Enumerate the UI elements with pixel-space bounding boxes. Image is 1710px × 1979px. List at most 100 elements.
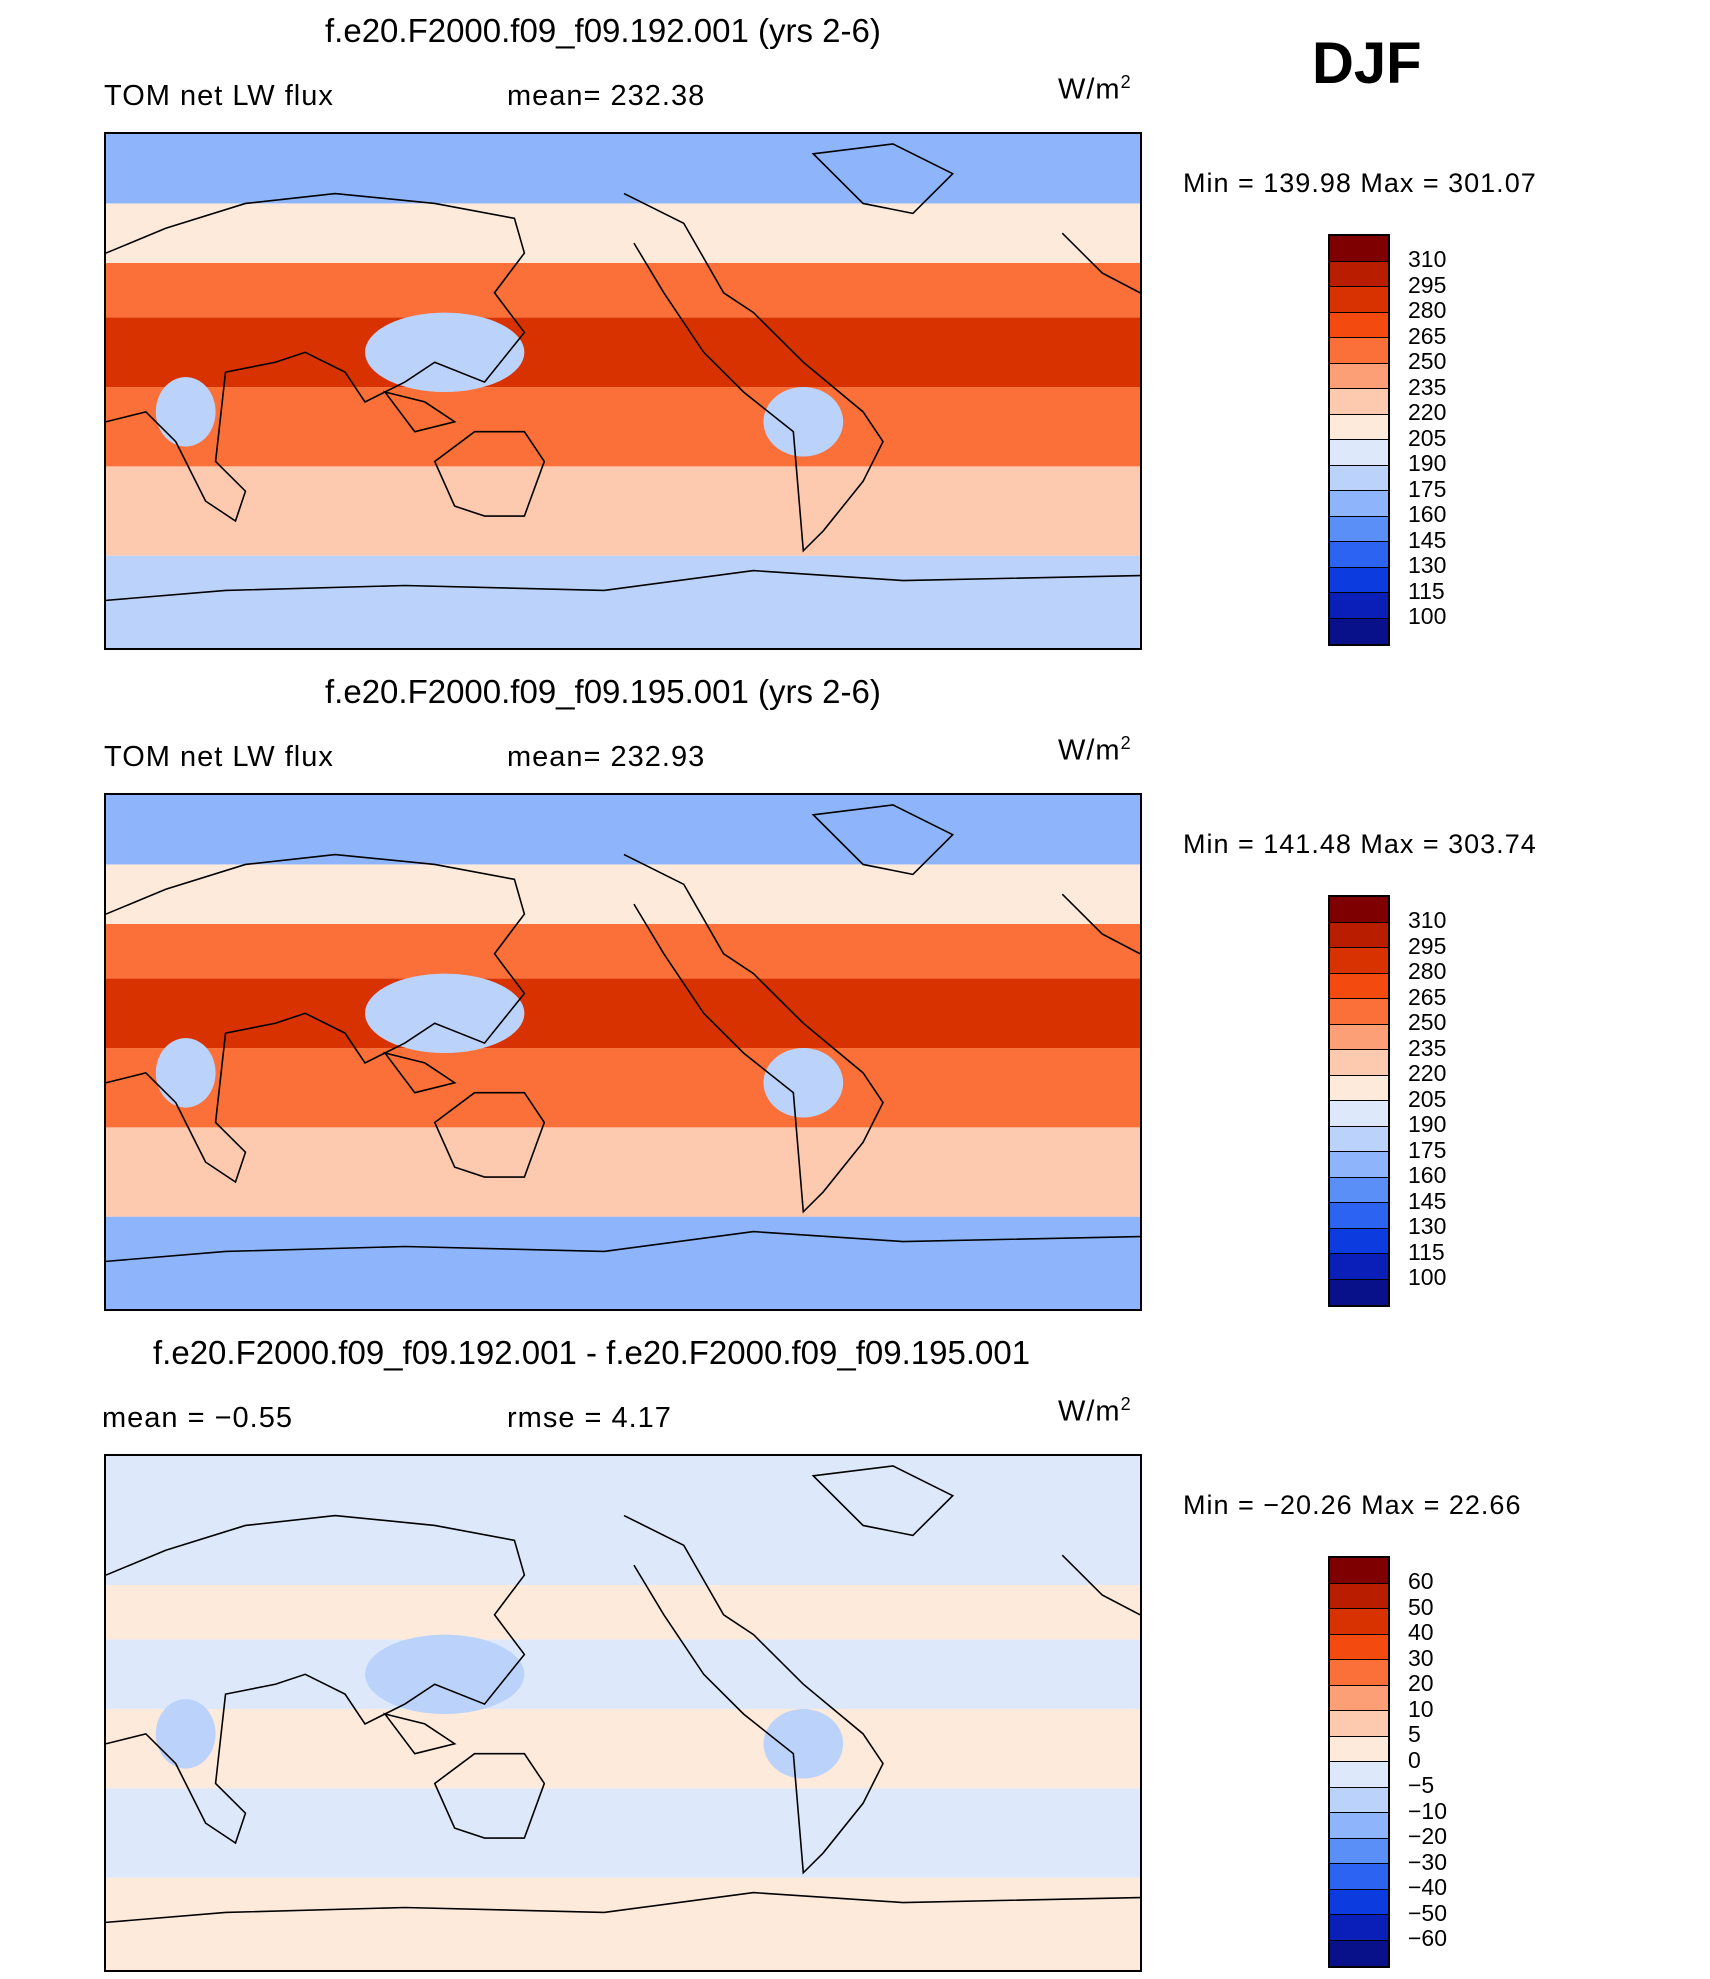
- colorbar-swatch: [1330, 1203, 1388, 1229]
- coastline: [1061, 1554, 1140, 1616]
- coastline: [433, 1752, 546, 1839]
- colorbar-swatch: [1330, 1685, 1388, 1711]
- colorbar-swatch: [1330, 1711, 1388, 1737]
- colorbar-swatch: [1330, 491, 1388, 517]
- colorbar-tick-label: −10: [1408, 1797, 1448, 1824]
- colorbar-tick-label: 100: [1408, 1264, 1447, 1290]
- contour-band: [106, 1709, 1140, 1789]
- contour-band: [106, 923, 1140, 979]
- coastline: [106, 1891, 1140, 1924]
- contour-band: [106, 795, 1140, 865]
- colorbar-swatch: [1330, 1864, 1388, 1890]
- colorbar-swatch: [1330, 1762, 1388, 1788]
- colorbar-swatch: [1330, 1558, 1388, 1584]
- panel-title: f.e20.F2000.f09_f09.192.001 (yrs 2-6): [325, 12, 881, 49]
- colorbar-swatch: [1330, 1940, 1388, 1966]
- colorbar-swatch: [1330, 1813, 1388, 1839]
- colorbar-swatch: [1330, 897, 1388, 923]
- colorbar-swatch: [1330, 1787, 1388, 1813]
- colorbar-tick-label: 160: [1408, 501, 1447, 527]
- convective-region: [364, 1634, 525, 1714]
- colorbar-tick-label: −40: [1408, 1874, 1448, 1900]
- colorbar-swatch: [1330, 999, 1388, 1025]
- contour-band: [106, 134, 1140, 204]
- colorbar-swatch: [1330, 1583, 1388, 1609]
- colorbar-swatch: [1330, 542, 1388, 568]
- contour-band: [106, 317, 1140, 388]
- colorbar-swatch: [1330, 1228, 1388, 1254]
- coastline: [1061, 893, 1140, 955]
- contour-band: [106, 1639, 1140, 1710]
- colorbar-swatch: [1330, 261, 1388, 287]
- colorbar-tick-label: 145: [1408, 526, 1447, 553]
- panel-title: f.e20.F2000.f09_f09.192.001 - f.e20.F200…: [153, 1334, 1031, 1371]
- coastline: [1061, 232, 1140, 294]
- contour-band: [106, 978, 1140, 1049]
- coastline: [106, 569, 1140, 602]
- colorbar-tick-label: 175: [1408, 475, 1447, 502]
- colorbar-tick-label: 145: [1408, 1187, 1447, 1214]
- min-max-readout: Min = 141.48 Max = 303.74: [1183, 829, 1537, 859]
- coastline: [623, 192, 884, 553]
- colorbar-swatch: [1330, 389, 1388, 415]
- contour-band: [106, 1877, 1140, 1970]
- coastline: [811, 143, 955, 215]
- colorbar-swatch: [1330, 363, 1388, 389]
- colorbar-tick-label: 235: [1408, 373, 1447, 400]
- contour-band: [106, 1584, 1140, 1640]
- coastline: [433, 1091, 546, 1178]
- colorbar-swatch: [1330, 922, 1388, 948]
- season-label: DJF: [1312, 31, 1422, 96]
- colorbar-swatch: [1330, 1152, 1388, 1178]
- colorbar-swatch: [1330, 1050, 1388, 1076]
- colorbar-tick-label: 250: [1408, 348, 1447, 374]
- colorbar-tick-label: 190: [1408, 1111, 1447, 1137]
- colorbar-tick-label: 130: [1408, 1213, 1447, 1239]
- colorbar-swatch: [1330, 338, 1388, 364]
- colorbar-swatch: [1330, 516, 1388, 542]
- colorbar-swatch: [1330, 1075, 1388, 1101]
- colorbar-tick-label: 235: [1408, 1034, 1447, 1061]
- colorbar-tick-label: −60: [1408, 1925, 1448, 1951]
- colorbar-tick-label: −20: [1408, 1823, 1448, 1849]
- coastline: [811, 804, 955, 876]
- colorbar-swatch: [1330, 973, 1388, 999]
- convective-region: [155, 1699, 216, 1769]
- convective-region: [364, 312, 525, 392]
- panel-left-label: TOM net LW flux: [104, 80, 334, 112]
- panel-mean-label: mean= 232.38: [507, 80, 706, 112]
- contour-band: [106, 1216, 1140, 1309]
- colorbar-swatch: [1330, 1736, 1388, 1762]
- colorbar-tick-label: 20: [1408, 1670, 1434, 1696]
- colorbar: [1328, 234, 1390, 646]
- colorbar-tick-label: 30: [1408, 1644, 1434, 1671]
- colorbar-tick-label: −5: [1408, 1772, 1435, 1798]
- contour-band: [106, 555, 1140, 648]
- contour-band: [106, 1456, 1140, 1526]
- colorbar-swatch: [1330, 312, 1388, 338]
- colorbar-tick-label: 265: [1408, 322, 1447, 349]
- colorbar-swatch: [1330, 1634, 1388, 1660]
- colorbar-tick-label: 310: [1408, 246, 1447, 272]
- colorbar-tick-label: −30: [1408, 1848, 1448, 1875]
- colorbar-swatch: [1330, 1609, 1388, 1635]
- colorbar-tick-label: 5: [1408, 1721, 1421, 1747]
- colorbar-tick-label: 10: [1408, 1695, 1434, 1722]
- colorbar-tick-label: 60: [1408, 1568, 1434, 1594]
- contour-band: [106, 1788, 1140, 1878]
- colorbar-tick-label: 115: [1408, 577, 1445, 604]
- min-max-readout: Min = −20.26 Max = 22.66: [1183, 1490, 1522, 1520]
- colorbar-tick-label: 175: [1408, 1136, 1447, 1163]
- colorbar-labels: 60 50 40 30 20 10 5 0 −5 −10 −20 −30 −40 −50 −60: [1408, 1568, 1448, 1952]
- panel-units: W/m2: [1058, 1394, 1132, 1428]
- contour-map: [104, 1454, 1142, 1972]
- convective-region: [155, 1038, 216, 1108]
- contour-map: [104, 132, 1142, 650]
- convective-region: [763, 1048, 844, 1118]
- coastline: [382, 390, 457, 433]
- colorbar-tick-label: 40: [1408, 1619, 1434, 1645]
- colorbar-swatch: [1330, 1254, 1388, 1280]
- colorbar-labels: 310 295 280 265 250 235 220 205 190 175 160 145 130 1…: [1408, 246, 1447, 630]
- colorbar-tick-label: 115: [1408, 1238, 1445, 1265]
- colorbar-tick-label: 310: [1408, 907, 1447, 933]
